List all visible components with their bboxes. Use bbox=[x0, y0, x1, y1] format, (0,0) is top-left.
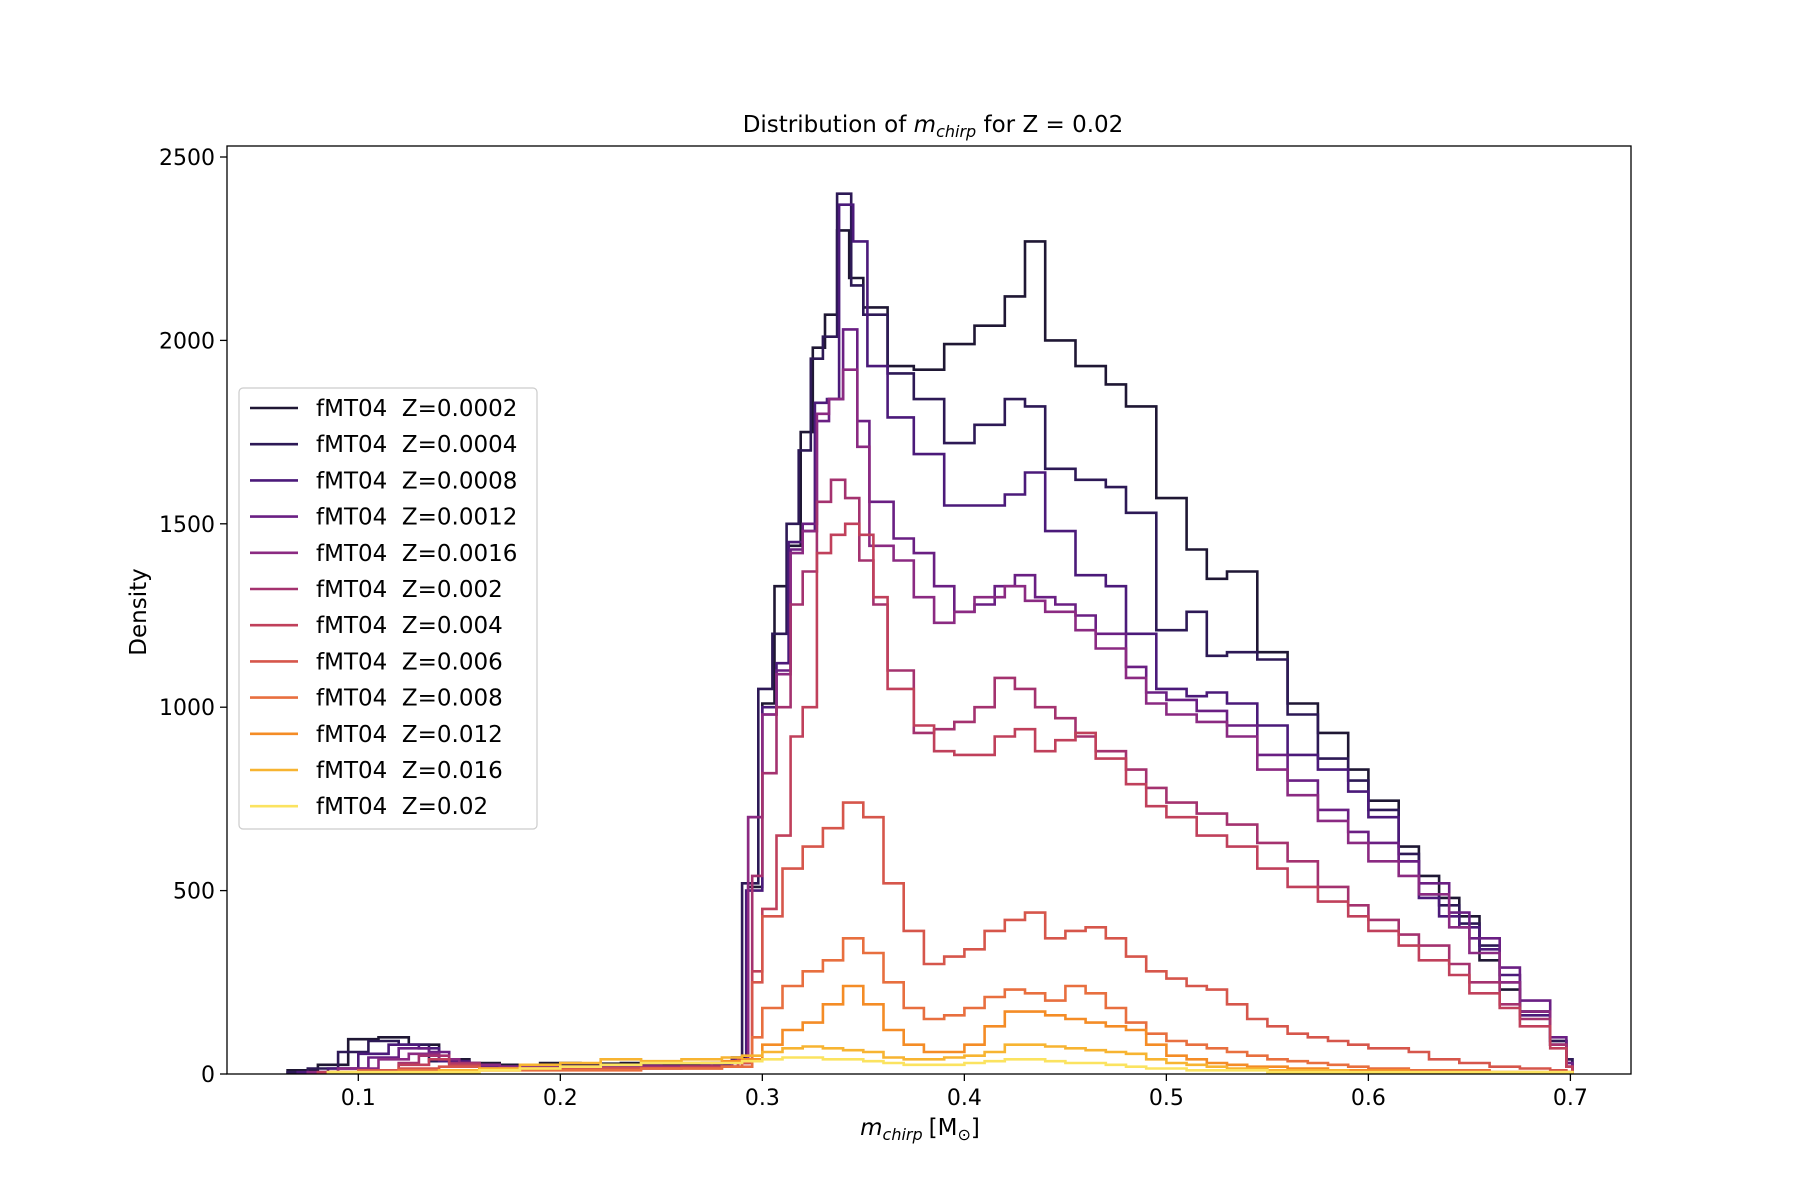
x-tick-label: 0.4 bbox=[947, 1086, 982, 1111]
legend-item: fMT04 Z=0.0016 bbox=[250, 541, 517, 567]
legend-item: fMT04 Z=0.0004 bbox=[250, 432, 517, 458]
series-layer bbox=[286, 192, 1574, 1074]
x-tick-label: 0.2 bbox=[543, 1086, 578, 1111]
chart-title: Distribution of mchirp for Z = 0.02 bbox=[743, 112, 1124, 141]
legend-item: fMT04 Z=0.02 bbox=[250, 794, 488, 820]
x-tick-label: 0.1 bbox=[341, 1086, 376, 1111]
legend-item: fMT04 Z=0.0002 bbox=[250, 396, 517, 422]
legend-item: fMT04 Z=0.0012 bbox=[250, 505, 517, 531]
y-tick-label: 500 bbox=[173, 880, 215, 905]
xlabel-unit-close: ] bbox=[971, 1115, 980, 1141]
title-symbol: m bbox=[914, 112, 936, 138]
legend-label: fMT04 Z=0.002 bbox=[316, 577, 503, 603]
series-line-5 bbox=[306, 368, 1574, 1074]
y-tick-label: 1500 bbox=[159, 513, 215, 538]
legend-items: fMT04 Z=0.0002 fMT04 Z=0.0004 fMT04 Z=0.00… bbox=[250, 396, 517, 820]
xlabel-subscript: chirp bbox=[883, 1125, 923, 1144]
xlabel-unit-sub: ⊙ bbox=[957, 1125, 970, 1144]
legend-label: fMT04 Z=0.012 bbox=[316, 722, 503, 748]
legend-label: fMT04 Z=0.006 bbox=[316, 649, 503, 675]
title-prefix: Distribution of bbox=[743, 112, 914, 138]
title-subscript: chirp bbox=[936, 122, 976, 141]
xlabel-symbol: m bbox=[860, 1115, 882, 1141]
legend-item: fMT04 Z=0.002 bbox=[250, 577, 503, 603]
legend-label: fMT04 Z=0.004 bbox=[316, 613, 503, 639]
x-tick-label: 0.3 bbox=[745, 1086, 780, 1111]
plot-frame bbox=[226, 145, 1632, 1075]
series-line-12 bbox=[326, 1056, 1574, 1074]
legend-label: fMT04 Z=0.02 bbox=[316, 794, 488, 820]
title-suffix: for Z = 0.02 bbox=[976, 112, 1123, 138]
legend-frame bbox=[238, 387, 538, 830]
y-tick-label: 2500 bbox=[159, 146, 215, 171]
y-axis-label: Density bbox=[126, 568, 152, 655]
legend-label: fMT04 Z=0.0008 bbox=[316, 468, 517, 494]
x-axis-ticks: 0.1 0.2 0.3 0.4 0.5 0.6 0.7 bbox=[341, 1074, 1588, 1111]
series-line-6 bbox=[316, 478, 1574, 1074]
x-tick-label: 0.6 bbox=[1351, 1086, 1386, 1111]
legend-label: fMT04 Z=0.008 bbox=[316, 686, 503, 712]
legend-label: fMT04 Z=0.0004 bbox=[316, 432, 517, 458]
legend-label: fMT04 Z=0.0016 bbox=[316, 541, 517, 567]
y-tick-label: 0 bbox=[201, 1063, 215, 1088]
x-axis-label: mchirp [M⊙] bbox=[860, 1115, 980, 1144]
legend-item: fMT04 Z=0.012 bbox=[250, 722, 503, 748]
legend-item: fMT04 Z=0.008 bbox=[250, 686, 503, 712]
series-line-11 bbox=[326, 1043, 1574, 1074]
legend-label: fMT04 Z=0.0002 bbox=[316, 396, 517, 422]
legend-item: fMT04 Z=0.006 bbox=[250, 649, 503, 675]
y-tick-label: 2000 bbox=[159, 329, 215, 354]
legend-item: fMT04 Z=0.016 bbox=[250, 758, 503, 784]
x-tick-label: 0.5 bbox=[1149, 1086, 1184, 1111]
legend-item: fMT04 Z=0.0008 bbox=[250, 468, 517, 494]
series-line-9 bbox=[326, 937, 1574, 1074]
y-axis-ticks: 0 500 1000 1500 2000 2500 bbox=[159, 146, 227, 1088]
legend-label: fMT04 Z=0.016 bbox=[316, 758, 503, 784]
legend-label: fMT04 Z=0.0012 bbox=[316, 505, 517, 531]
x-tick-label: 0.7 bbox=[1553, 1086, 1588, 1111]
xlabel-unit-open: [M bbox=[929, 1115, 958, 1141]
legend: fMT04 Z=0.0002 fMT04 Z=0.0004 fMT04 Z=0.00… bbox=[238, 387, 538, 830]
y-tick-label: 1000 bbox=[159, 696, 215, 721]
legend-item: fMT04 Z=0.004 bbox=[250, 613, 503, 639]
